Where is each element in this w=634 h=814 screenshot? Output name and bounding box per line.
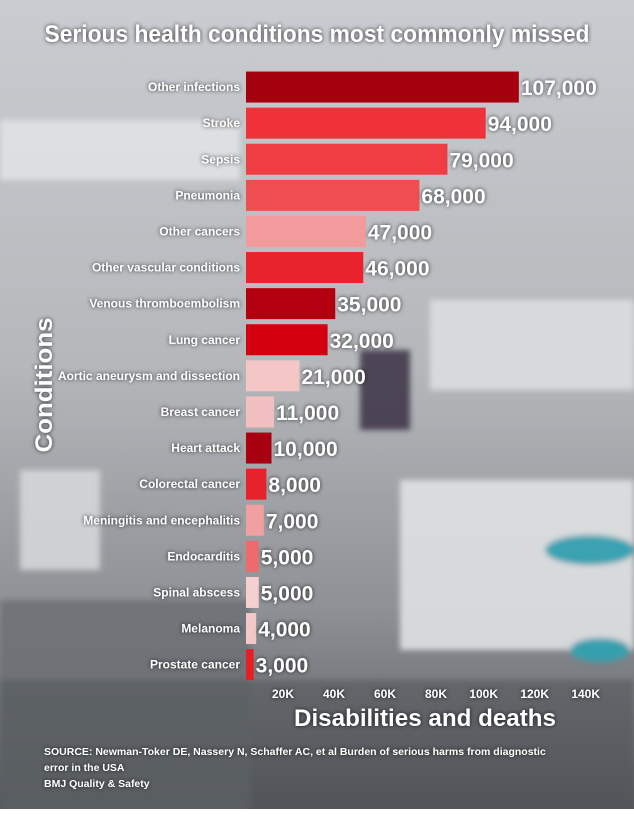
category-label: Stroke (203, 116, 241, 130)
value-label: 5,000 (261, 582, 314, 605)
x-tick-label: 20K (272, 687, 294, 701)
bar (246, 107, 486, 139)
x-tick-label: 40K (323, 687, 345, 701)
value-label: 79,000 (449, 149, 513, 172)
value-label: 11,000 (276, 402, 339, 425)
y-axis-title: Conditions (31, 318, 58, 453)
bar (246, 252, 364, 284)
bar (246, 504, 264, 536)
value-label: 10,000 (274, 438, 338, 461)
category-label: Breast cancer (161, 405, 241, 419)
category-label: Pneumonia (175, 188, 240, 202)
category-label: Endocarditis (167, 549, 240, 563)
source-line: BMJ Quality & Safety (44, 778, 150, 790)
value-label: 35,000 (337, 294, 401, 317)
value-label: 3,000 (256, 655, 309, 678)
source-line: SOURCE: Newman-Toker DE, Nassery N, Scha… (44, 746, 546, 758)
x-tick-label: 60K (374, 687, 396, 701)
category-label: Other infections (148, 80, 240, 94)
bar (246, 468, 267, 500)
bar (246, 288, 336, 320)
category-label: Prostate cancer (150, 658, 240, 672)
category-label: Other cancers (159, 224, 240, 238)
category-label: Meningitis and encephalitis (83, 513, 240, 527)
source: SOURCE: Newman-Toker DE, Nassery N, Scha… (44, 746, 546, 790)
x-tick-label: 120K (520, 687, 549, 701)
category-label: Other vascular conditions (92, 261, 240, 275)
bar (246, 360, 300, 392)
category-label: Heart attack (171, 441, 240, 455)
source-line: error in the USA (44, 762, 125, 774)
value-label: 107,000 (521, 77, 597, 100)
bar (246, 649, 254, 681)
chart-title: Serious health conditions most commonly … (45, 21, 590, 48)
x-tick-label: 80K (425, 687, 447, 701)
bar (246, 71, 519, 103)
bar (246, 613, 257, 645)
bar (246, 396, 275, 428)
bar (246, 143, 448, 175)
value-label: 4,000 (258, 619, 311, 642)
bar (246, 432, 272, 464)
category-label: Aortic aneurysm and dissection (58, 369, 240, 383)
value-label: 7,000 (266, 510, 319, 533)
category-label: Lung cancer (169, 333, 241, 347)
bar (246, 215, 366, 247)
category-label: Colorectal cancer (139, 477, 240, 491)
x-axis-title: Disabilities and deaths (294, 705, 556, 732)
category-label: Spinal abscess (153, 585, 240, 599)
bar (246, 179, 420, 211)
bar (246, 540, 259, 572)
category-label: Venous thromboembolism (89, 297, 240, 311)
value-label: 46,000 (365, 258, 429, 281)
x-tick-label: 140K (571, 687, 600, 701)
category-label: Sepsis (201, 152, 240, 166)
bar (246, 324, 328, 356)
x-tick-label: 100K (469, 687, 498, 701)
value-label: 68,000 (421, 185, 485, 208)
value-label: 32,000 (330, 330, 394, 353)
value-label: 5,000 (261, 546, 314, 569)
value-label: 8,000 (268, 474, 321, 497)
bar (246, 576, 259, 608)
value-label: 94,000 (488, 113, 552, 136)
value-label: 21,000 (302, 366, 366, 389)
value-label: 47,000 (368, 221, 432, 244)
category-label: Melanoma (181, 622, 240, 636)
